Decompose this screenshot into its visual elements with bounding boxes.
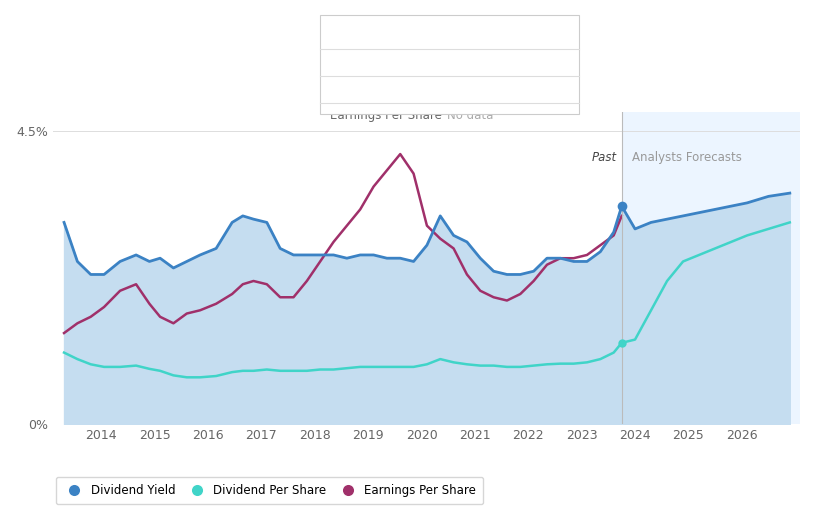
Text: No data: No data	[447, 109, 493, 122]
Text: Analysts Forecasts: Analysts Forecasts	[632, 151, 742, 164]
Legend: Dividend Yield, Dividend Per Share, Earnings Per Share: Dividend Yield, Dividend Per Share, Earn…	[56, 477, 484, 504]
Text: Dividend Per Share: Dividend Per Share	[330, 82, 443, 95]
Text: 3.0%: 3.0%	[447, 55, 480, 68]
Bar	[621, 112, 800, 424]
Text: AU$0.790: AU$0.790	[447, 82, 511, 95]
Text: /yr: /yr	[487, 55, 507, 68]
Text: /yr: /yr	[498, 82, 518, 95]
Text: Dividend Yield: Dividend Yield	[330, 55, 415, 68]
Text: Earnings Per Share: Earnings Per Share	[330, 109, 442, 122]
Text: Feb 19 2024: Feb 19 2024	[330, 29, 421, 43]
Text: Past: Past	[591, 151, 617, 164]
